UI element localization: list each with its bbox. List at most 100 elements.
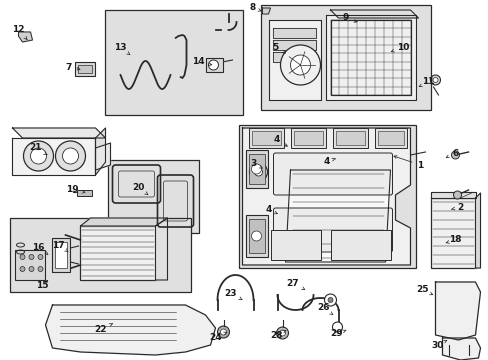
Text: 25: 25 [415, 285, 432, 295]
Bar [10, 218, 190, 292]
Circle shape [62, 148, 79, 164]
Bar [238, 125, 415, 268]
Circle shape [324, 294, 336, 306]
Circle shape [55, 141, 85, 171]
Polygon shape [330, 10, 418, 18]
Circle shape [432, 77, 437, 82]
Bar [105, 10, 242, 115]
Text: 1: 1 [393, 156, 423, 170]
Bar [332, 128, 367, 148]
Text: 14: 14 [192, 58, 211, 67]
Text: 3: 3 [250, 158, 262, 168]
FancyBboxPatch shape [273, 153, 392, 195]
Bar [330, 20, 409, 95]
Polygon shape [155, 218, 167, 280]
Bar [290, 128, 325, 148]
Polygon shape [268, 20, 320, 100]
Circle shape [450, 151, 459, 159]
Polygon shape [429, 192, 474, 198]
Polygon shape [13, 128, 105, 138]
Text: 4: 4 [273, 135, 287, 146]
Polygon shape [242, 128, 409, 265]
Bar [55, 242, 67, 268]
Text: 2: 2 [451, 202, 463, 211]
Text: 23: 23 [224, 288, 242, 300]
Polygon shape [272, 28, 315, 38]
Text: 4: 4 [265, 206, 277, 215]
Polygon shape [285, 170, 390, 262]
Polygon shape [13, 138, 95, 175]
Text: 28: 28 [270, 330, 285, 339]
Text: 4: 4 [323, 157, 335, 166]
Text: 29: 29 [329, 329, 345, 338]
Text: 24: 24 [209, 332, 227, 342]
Circle shape [251, 231, 261, 241]
Circle shape [249, 163, 267, 181]
Bar [251, 131, 280, 145]
Polygon shape [45, 305, 215, 355]
Circle shape [38, 266, 43, 271]
Text: 6: 6 [446, 148, 458, 158]
Circle shape [452, 191, 461, 199]
Bar [245, 150, 267, 188]
Circle shape [280, 45, 320, 85]
Circle shape [217, 326, 229, 338]
Text: 22: 22 [94, 324, 112, 334]
Bar [16, 250, 45, 280]
Bar [293, 131, 322, 145]
Bar [81, 226, 155, 280]
Polygon shape [81, 218, 167, 226]
Text: 12: 12 [12, 26, 27, 40]
Bar [77, 190, 92, 196]
Polygon shape [435, 282, 480, 340]
Circle shape [20, 255, 25, 260]
Polygon shape [272, 40, 315, 50]
Bar [245, 215, 267, 257]
Polygon shape [272, 52, 315, 62]
Polygon shape [95, 128, 105, 175]
Polygon shape [95, 143, 110, 170]
Polygon shape [442, 338, 480, 360]
Text: 13: 13 [114, 44, 130, 55]
Circle shape [276, 327, 288, 339]
Text: 30: 30 [430, 340, 446, 350]
Circle shape [208, 60, 218, 70]
Polygon shape [325, 15, 415, 100]
Text: 18: 18 [445, 235, 461, 244]
Circle shape [23, 141, 53, 171]
Bar [108, 160, 198, 233]
Bar [260, 5, 429, 110]
Circle shape [290, 55, 310, 75]
Circle shape [332, 322, 342, 332]
Text: 20: 20 [132, 184, 147, 194]
Circle shape [30, 148, 46, 164]
Circle shape [327, 297, 332, 302]
Text: 7: 7 [65, 63, 80, 72]
Bar [270, 230, 320, 260]
Polygon shape [262, 8, 270, 14]
Bar [52, 238, 70, 272]
Bar [75, 62, 95, 76]
Text: 27: 27 [285, 279, 304, 289]
Bar [377, 131, 403, 145]
Text: 11: 11 [418, 77, 434, 87]
Bar [429, 198, 474, 268]
Circle shape [279, 330, 285, 336]
Text: 21: 21 [29, 144, 47, 155]
Text: 17: 17 [52, 240, 68, 252]
Circle shape [429, 75, 440, 85]
Circle shape [251, 164, 261, 174]
Bar [79, 65, 92, 73]
Bar [248, 154, 264, 184]
Bar [374, 128, 406, 148]
Polygon shape [19, 32, 32, 42]
Circle shape [254, 168, 262, 176]
Text: 9: 9 [342, 13, 356, 22]
Circle shape [29, 255, 34, 260]
Bar [205, 58, 222, 72]
Circle shape [220, 329, 226, 335]
Bar [248, 128, 283, 148]
Text: 10: 10 [390, 42, 409, 52]
Text: 16: 16 [32, 243, 48, 255]
Text: 8: 8 [249, 4, 261, 13]
